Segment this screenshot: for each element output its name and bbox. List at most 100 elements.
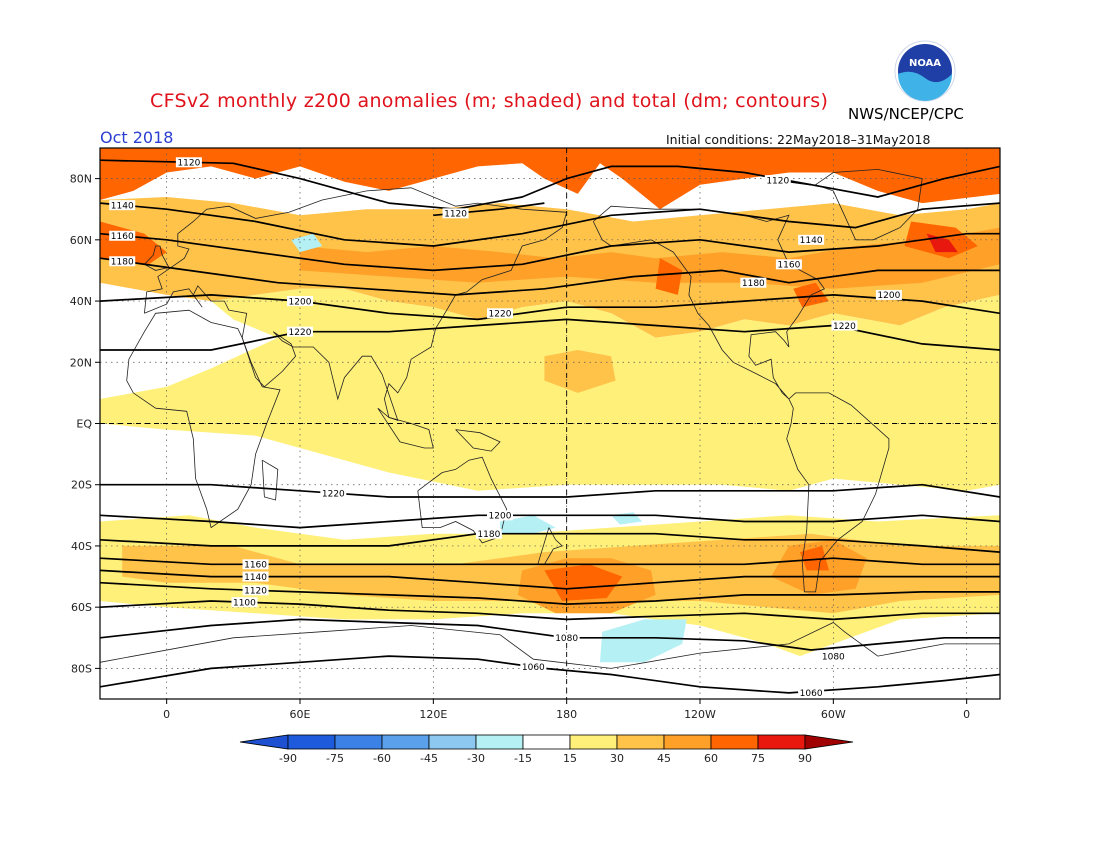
lon-label: 120W <box>684 708 716 721</box>
lat-label: 40S <box>71 540 92 553</box>
colorbar-high-arrow <box>804 734 854 750</box>
coastline-9 <box>261 459 279 501</box>
anomaly-region-14 <box>800 545 829 571</box>
contour-label-bg <box>287 326 313 337</box>
colorbar-label: -60 <box>373 752 391 765</box>
contour-1200-9 <box>100 294 1000 321</box>
contour-label-bg <box>287 296 313 307</box>
colorbar-label: -45 <box>420 752 438 765</box>
contour-label: 1060 <box>522 663 545 673</box>
lon-label: 180 <box>556 708 577 721</box>
contour-label: 1120 <box>177 159 200 169</box>
colorbar-swatch <box>569 734 618 750</box>
contour-label: 1140 <box>111 201 134 211</box>
initial-conditions-label: Initial conditions: 22May2018–31May2018 <box>666 132 931 147</box>
noaa-logo-text: NOAA <box>909 58 941 69</box>
colorbar-label: -90 <box>279 752 297 765</box>
colorbar-swatch <box>616 734 665 750</box>
contour-label: 1180 <box>477 530 500 540</box>
contour-label: 1120 <box>444 210 467 220</box>
axis-labels: 0 60E 120E 180 120W 60W 0 80N 60N 40N 20N EQ 20S 40S 6… <box>70 173 970 721</box>
anomaly-shading <box>100 148 1000 663</box>
coastline-7 <box>377 407 434 449</box>
contour-label: 1160 <box>777 261 800 271</box>
contour-label: 1220 <box>289 328 312 338</box>
colorbar-swatch <box>757 734 806 750</box>
lat-label: 60S <box>71 601 92 614</box>
contour-label: 1160 <box>244 561 267 571</box>
lat-label: 80S <box>71 662 92 675</box>
contour-label: 1140 <box>800 236 823 246</box>
contour-1120-0 <box>100 159 1000 211</box>
lon-label: 60E <box>290 708 311 721</box>
lon-label: 60W <box>821 708 846 721</box>
coastline-1 <box>144 187 568 422</box>
anomaly-region-0 <box>100 148 1000 210</box>
colorbar-label: -75 <box>326 752 344 765</box>
colorbar-label: 90 <box>798 752 812 765</box>
colorbar-label: 45 <box>657 752 671 765</box>
contour-label-bg <box>875 289 902 300</box>
lat-label: 20N <box>70 356 92 369</box>
colorbar-swatch <box>522 734 571 750</box>
contour-label: 1140 <box>244 573 267 583</box>
anomaly-region-12 <box>655 258 683 295</box>
anomaly-region-16 <box>600 619 687 663</box>
coastline-4 <box>592 205 890 593</box>
contour-label-bg <box>775 259 802 270</box>
contour-label: 1180 <box>742 279 765 289</box>
contour-label-bg <box>831 320 858 331</box>
contour-1140-18 <box>100 569 1000 590</box>
contour-1180-7 <box>100 257 1000 296</box>
anomaly-region-17 <box>500 515 556 534</box>
lat-label: 80N <box>70 173 92 186</box>
contour-label: 1200 <box>289 297 312 307</box>
contour-label: 1100 <box>233 598 256 608</box>
contour-1220-11 <box>100 318 1000 351</box>
contour-label-bg <box>242 571 269 582</box>
colorbar-label: 60 <box>704 752 718 765</box>
contour-label-bg <box>520 661 547 672</box>
organization-label: NWS/NCEP/CPC <box>848 105 964 123</box>
contour-1080-21 <box>100 618 1000 651</box>
contour-label: 1080 <box>822 652 845 662</box>
colorbar: -90 -75 -60 -45 -30 -15 15 30 45 60 75 90 <box>239 734 854 765</box>
colorbar-swatch <box>381 734 430 750</box>
contour-label: 1220 <box>833 322 856 332</box>
contour-label-bg <box>798 234 825 245</box>
anomaly-region-19 <box>291 233 323 253</box>
colorbar-swatch <box>475 734 524 750</box>
contour-1140-3 <box>100 202 1000 247</box>
height-contours: 1120 1120 1120 1140 1140 1160 1160 1180 1180 1200… <box>100 157 1000 699</box>
contour-label: 1160 <box>111 232 134 242</box>
contour-label-bg <box>242 559 269 570</box>
contour-label: 1120 <box>244 587 267 597</box>
contour-label-bg <box>820 651 847 662</box>
contour-label-bg <box>231 597 258 608</box>
lat-label: 60N <box>70 234 92 247</box>
noaa-logo: NOAA <box>894 40 956 102</box>
colorbar-label: 30 <box>610 752 624 765</box>
contour-1160-17 <box>100 557 1000 566</box>
colorbar-swatch <box>428 734 477 750</box>
contour-1180-16 <box>100 532 1000 553</box>
contour-label-bg <box>487 308 513 319</box>
lon-label: 0 <box>163 708 170 721</box>
contour-label-bg <box>442 208 469 219</box>
contour-1060-23 <box>100 655 1000 694</box>
anomaly-region-2 <box>100 282 1000 491</box>
contour-label: 1080 <box>555 634 578 644</box>
contour-label-bg <box>475 528 502 539</box>
contour-label-bg <box>487 510 513 521</box>
colorbar-swatch <box>334 734 383 750</box>
contour-label: 1200 <box>877 291 900 301</box>
noaa-logo-bottom <box>898 71 952 101</box>
contour-label-bg <box>553 632 580 643</box>
coastline-10 <box>100 622 1000 669</box>
lon-label: 0 <box>963 708 970 721</box>
colorbar-swatch <box>710 734 759 750</box>
colorbar-label: -30 <box>467 752 485 765</box>
forecast-month: Oct 2018 <box>100 128 174 147</box>
contour-1160-5 <box>100 232 1000 272</box>
